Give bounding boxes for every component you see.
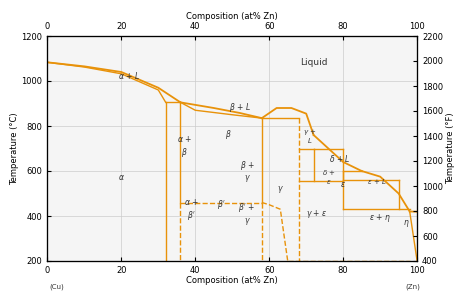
Text: $\gamma$ +
L: $\gamma$ + L — [303, 127, 317, 144]
Text: $\delta$ + L: $\delta$ + L — [328, 153, 350, 164]
Text: (Zn): (Zn) — [405, 283, 420, 290]
Text: $\alpha$ + L: $\alpha$ + L — [118, 70, 140, 81]
Text: $\eta$: $\eta$ — [403, 218, 410, 229]
Y-axis label: Temperature (°F): Temperature (°F) — [446, 113, 455, 184]
Text: $\beta$ +
$\gamma$: $\beta$ + $\gamma$ — [239, 159, 255, 184]
Text: $\beta'$ +
$\gamma$: $\beta'$ + $\gamma$ — [238, 201, 255, 227]
Text: $\gamma$: $\gamma$ — [277, 184, 284, 195]
Text: $\delta$ +
$\varepsilon$: $\delta$ + $\varepsilon$ — [321, 168, 335, 187]
Text: $\beta$ + L: $\beta$ + L — [228, 101, 251, 114]
Y-axis label: Temperature (°C): Temperature (°C) — [10, 112, 19, 185]
Text: $\beta'$: $\beta'$ — [217, 198, 226, 211]
Text: $\alpha$ +
$\beta'$: $\alpha$ + $\beta'$ — [184, 197, 199, 222]
Text: $\gamma$ + $\varepsilon$: $\gamma$ + $\varepsilon$ — [307, 208, 328, 220]
Text: $\varepsilon$ + $\eta$: $\varepsilon$ + $\eta$ — [369, 212, 391, 224]
Text: $\alpha$: $\alpha$ — [118, 173, 125, 182]
Text: $\varepsilon$ + L: $\varepsilon$ + L — [367, 178, 386, 187]
Text: (Cu): (Cu) — [50, 283, 64, 290]
Text: $\beta$: $\beta$ — [225, 128, 232, 141]
Text: Liquid: Liquid — [300, 58, 328, 67]
Text: $\varepsilon$: $\varepsilon$ — [340, 180, 346, 189]
X-axis label: Composition (at% Zn): Composition (at% Zn) — [186, 276, 278, 285]
X-axis label: Composition (at% Zn): Composition (at% Zn) — [186, 12, 278, 21]
Text: $\alpha$ +
$\beta$: $\alpha$ + $\beta$ — [177, 134, 191, 159]
